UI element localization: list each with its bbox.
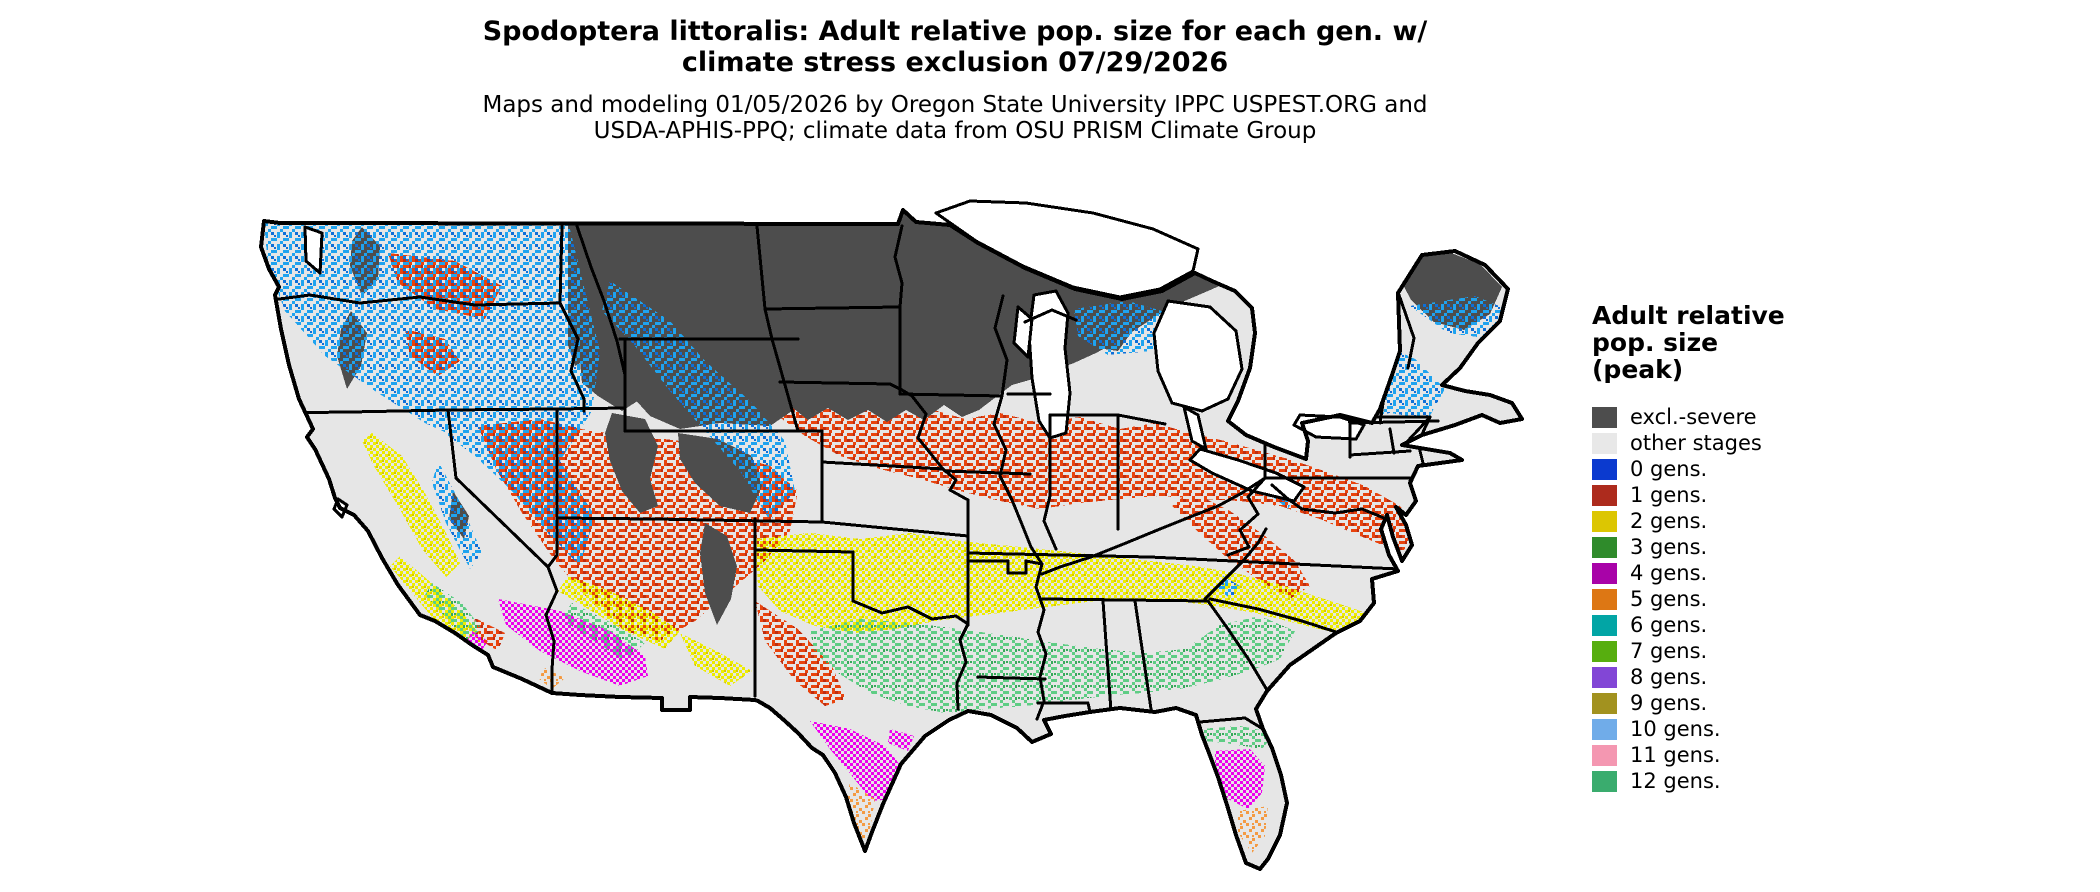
figure-title: Spodoptera littoralis: Adult relative po… [255, 16, 1655, 78]
legend-swatch [1592, 770, 1617, 792]
legend-item-0: excl.-severe [1592, 404, 1862, 430]
figure-subtitle: Maps and modeling 01/05/2026 by Oregon S… [255, 92, 1655, 144]
lake-stclair [1182, 405, 1208, 451]
legend-label: 4 gens. [1630, 560, 1708, 585]
legend-item-5: 3 gens. [1592, 534, 1862, 560]
lake-michigan [1027, 289, 1072, 440]
legend-item-7: 5 gens. [1592, 586, 1862, 612]
legend-label: 5 gens. [1630, 586, 1708, 611]
legend-swatch [1592, 666, 1617, 688]
legend-title-line-3: (peak) [1592, 355, 1684, 384]
lake-huron [1152, 299, 1244, 413]
great-lakes [303, 199, 1366, 519]
legend-swatch [1592, 432, 1617, 454]
legend-swatch [1592, 562, 1617, 584]
legend-item-11: 9 gens. [1592, 690, 1862, 716]
map-region-magenta-speckle [466, 599, 1265, 809]
legend-swatch [1592, 510, 1617, 532]
title-line-1: Spodoptera littoralis: Adult relative po… [482, 16, 1428, 47]
legend-item-14: 12 gens. [1592, 768, 1862, 794]
legend-item-1: other stages [1592, 430, 1862, 456]
legend-label: 2 gens. [1630, 508, 1708, 533]
legend-label: 7 gens. [1630, 638, 1708, 663]
legend-item-10: 8 gens. [1592, 664, 1862, 690]
legend-title-line-1: Adult relative [1592, 301, 1785, 330]
legend-swatch [1592, 718, 1617, 740]
legend-label: 0 gens. [1630, 456, 1708, 481]
subtitle-line-2: USDA-APHIS-PPQ; climate data from OSU PR… [593, 118, 1317, 144]
legend-swatch [1592, 458, 1617, 480]
us-outline [259, 208, 1524, 871]
legend-swatch [1592, 692, 1617, 714]
legend-label: 6 gens. [1630, 612, 1708, 637]
puget-sound [303, 225, 324, 275]
legend-label: 3 gens. [1630, 534, 1708, 559]
subtitle-line-1: Maps and modeling 01/05/2026 by Oregon S… [482, 92, 1428, 118]
legend-label: 9 gens. [1630, 690, 1708, 715]
legend-item-3: 1 gens. [1592, 482, 1862, 508]
legend-title-line-2: pop. size [1592, 328, 1719, 357]
legend-items: excl.-severe other stages 0 gens. 1 gens. 2 … [1592, 404, 1862, 794]
legend-swatch [1592, 536, 1617, 558]
title-line-2: climate stress exclusion 07/29/2026 [681, 47, 1229, 78]
legend-item-4: 2 gens. [1592, 508, 1862, 534]
legend-label: 10 gens. [1630, 716, 1721, 741]
legend: Adult relative pop. size (peak) excl.-se… [1592, 302, 1862, 794]
legend-label: 8 gens. [1630, 664, 1708, 689]
legend-item-13: 11 gens. [1592, 742, 1862, 768]
legend-label: 12 gens. [1630, 768, 1721, 793]
map-region-green-speckle [425, 583, 1295, 749]
legend-swatch [1592, 406, 1617, 428]
legend-title: Adult relative pop. size (peak) [1592, 302, 1862, 383]
legend-item-2: 0 gens. [1592, 456, 1862, 482]
legend-swatch [1592, 588, 1617, 610]
legend-swatch [1592, 640, 1617, 662]
us-map [250, 163, 1570, 880]
us-map-svg [259, 199, 1524, 877]
florida-keys [1262, 869, 1290, 877]
legend-item-12: 10 gens. [1592, 716, 1862, 742]
legend-label: 11 gens. [1630, 742, 1721, 767]
legend-item-8: 6 gens. [1592, 612, 1862, 638]
legend-label: other stages [1630, 430, 1762, 455]
legend-swatch [1592, 744, 1617, 766]
legend-item-6: 4 gens. [1592, 560, 1862, 586]
legend-swatch [1592, 614, 1617, 636]
legend-label: excl.-severe [1630, 404, 1757, 429]
title-block: Spodoptera littoralis: Adult relative po… [255, 16, 1655, 144]
legend-item-9: 7 gens. [1592, 638, 1862, 664]
legend-swatch [1592, 484, 1617, 506]
legend-label: 1 gens. [1630, 482, 1708, 507]
